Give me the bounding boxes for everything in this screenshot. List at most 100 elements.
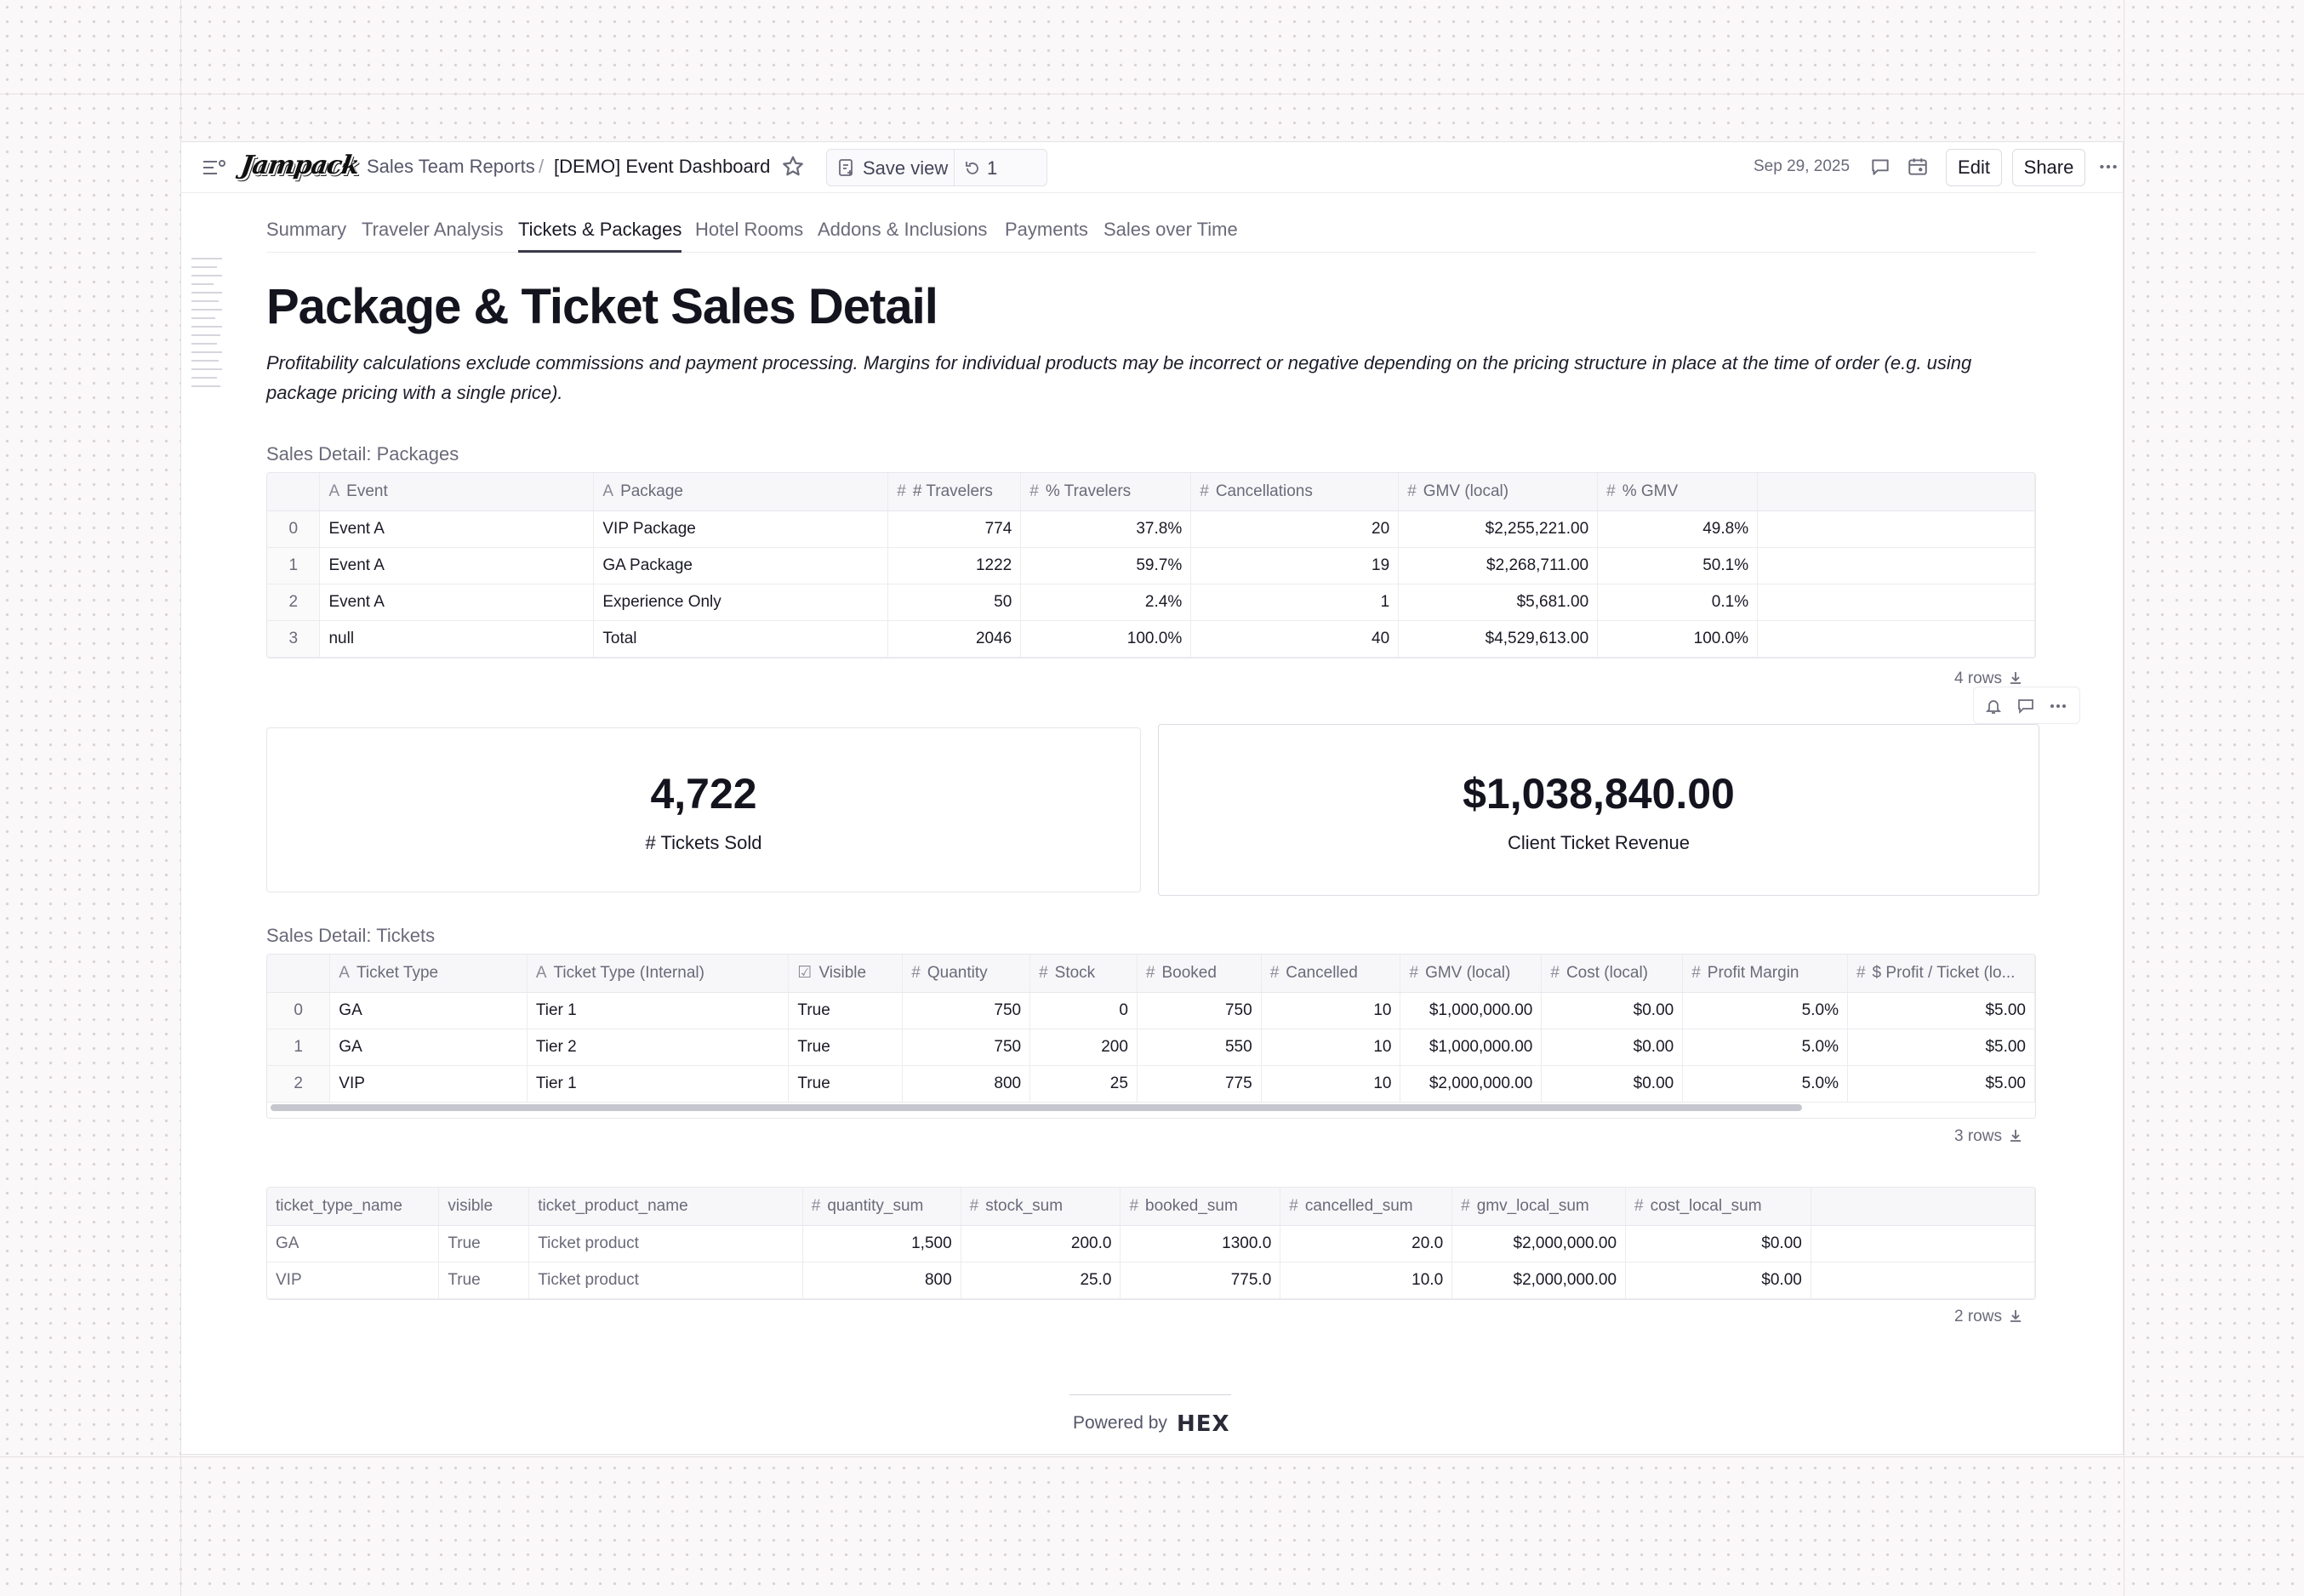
packages-row-count[interactable]: 4 rows — [1954, 670, 2024, 688]
column-header[interactable]: # $ Profit / Ticket (lo... — [1847, 955, 2035, 993]
tab-payments[interactable]: Payments — [1005, 219, 1088, 240]
save-view-button[interactable]: Save view — [827, 150, 955, 185]
column-header[interactable]: # Stock — [1029, 955, 1138, 993]
table-cell: 1,500 — [802, 1225, 961, 1263]
horizontal-scrollbar[interactable] — [271, 1104, 1802, 1111]
column-header[interactable]: # Cancellations — [1190, 473, 1400, 511]
column-header[interactable]: # booked_sum — [1120, 1188, 1281, 1226]
number-type-icon: # — [911, 963, 921, 982]
column-header[interactable]: # Cost (local) — [1541, 955, 1684, 993]
breadcrumb-root[interactable]: Sales Team Reports — [367, 156, 535, 177]
table-row[interactable]: 2 VIP Tier 1 True 800 25 775 10 $2,000,000.00 $0.… — [267, 1065, 2035, 1103]
column-header[interactable]: # Profit Margin — [1682, 955, 1848, 993]
table-cell: 775.0 — [1120, 1262, 1281, 1299]
number-type-icon: # — [1550, 963, 1560, 982]
tab-sales-over-time[interactable]: Sales over Time — [1104, 219, 1238, 240]
table-cell: $0.00 — [1541, 1029, 1684, 1066]
tab-tickets-packages[interactable]: Tickets & Packages — [518, 219, 682, 253]
bell-icon[interactable] — [1984, 697, 2003, 715]
summary-row-count[interactable]: 2 rows — [1954, 1308, 2024, 1326]
column-header[interactable]: # Quantity — [902, 955, 1031, 993]
table-row[interactable]: 0 Event A VIP Package 774 37.8% 20 $2,255,221.… — [267, 510, 2035, 548]
column-header[interactable]: # # Travelers — [887, 473, 1022, 511]
table-cell: GA — [267, 1225, 440, 1263]
more-options-icon[interactable] — [2049, 697, 2067, 715]
packages-grid: A Event A Package # # Travelers # % Travelers # C… — [267, 473, 2035, 658]
star-icon[interactable] — [780, 154, 806, 180]
download-icon[interactable] — [2007, 1127, 2024, 1144]
table-row[interactable]: 3 null Total 2046 100.0% 40 $4,529,613.00 100.0… — [267, 620, 2035, 658]
download-icon[interactable] — [2007, 670, 2024, 687]
summary-body: GA True Ticket product 1,500 200.0 1300.0 20.0… — [267, 1225, 2035, 1299]
column-header[interactable]: # GMV (local) — [1400, 955, 1543, 993]
tab-traveler-analysis[interactable]: Traveler Analysis — [362, 219, 504, 240]
number-type-icon: # — [1029, 482, 1039, 500]
sidebar-menu-icon[interactable] — [202, 157, 227, 178]
tickets-row-count[interactable]: 3 rows — [1954, 1127, 2024, 1146]
column-header[interactable]: A Ticket Type — [329, 955, 528, 993]
column-header[interactable]: # Booked — [1137, 955, 1262, 993]
column-header[interactable]: # gmv_local_sum — [1451, 1188, 1627, 1226]
table-row[interactable]: 1 Event A GA Package 1222 59.7% 19 $2,268,711.… — [267, 547, 2035, 584]
download-icon[interactable] — [2007, 1308, 2024, 1325]
column-header[interactable]: ticket_type_name — [267, 1188, 440, 1226]
table-row[interactable]: 1 GA Tier 2 True 750 200 550 10 $1,000,000.00 $0.… — [267, 1029, 2035, 1066]
more-options-icon[interactable] — [2097, 156, 2119, 178]
table-cell: 50 — [887, 584, 1022, 621]
save-view-label: Save view — [863, 157, 949, 179]
breadcrumb-title[interactable]: [DEMO] Event Dashboard — [554, 156, 771, 177]
empty-cell — [1811, 1225, 2035, 1263]
column-header[interactable]: A Event — [319, 473, 595, 511]
comment-icon[interactable] — [1869, 156, 1891, 178]
table-row[interactable]: VIP True Ticket product 800 25.0 775.0 10.0 $2,… — [267, 1262, 2035, 1299]
table-row[interactable]: 2 Event A Experience Only 50 2.4% 1 $5,681.00 0… — [267, 584, 2035, 621]
column-header[interactable]: # GMV (local) — [1398, 473, 1599, 511]
column-header[interactable]: # % GMV — [1597, 473, 1759, 511]
table-of-contents-outline[interactable] — [191, 258, 225, 402]
table-cell: Event A — [319, 510, 595, 548]
row-index: 3 — [267, 620, 321, 658]
column-header[interactable]: # quantity_sum — [802, 1188, 961, 1226]
column-header[interactable]: # stock_sum — [961, 1188, 1121, 1226]
edit-button[interactable]: Edit — [1946, 149, 2002, 186]
table-row[interactable]: GA True Ticket product 1,500 200.0 1300.0 20.0… — [267, 1225, 2035, 1263]
column-header[interactable]: ☑ Visible — [788, 955, 904, 993]
row-index: 1 — [267, 1029, 331, 1066]
packages-section-label: Sales Detail: Packages — [266, 443, 459, 465]
table-cell: 25 — [1029, 1065, 1138, 1103]
client-ticket-revenue-card[interactable]: $1,038,840.00 Client Ticket Revenue — [1158, 724, 2039, 896]
tab-summary[interactable]: Summary — [266, 219, 347, 240]
tickets-header-row: A Ticket Type A Ticket Type (Internal) ☑ Visi… — [267, 955, 2035, 993]
column-header[interactable]: # Cancelled — [1261, 955, 1401, 993]
revision-count[interactable]: 1 — [987, 157, 998, 179]
table-cell: 800 — [902, 1065, 1031, 1103]
column-header[interactable]: A Package — [593, 473, 889, 511]
table-cell: 774 — [887, 510, 1022, 548]
table-cell: $5.00 — [1847, 992, 2035, 1029]
column-header[interactable]: # cost_local_sum — [1625, 1188, 1811, 1226]
column-header-label: stock_sum — [985, 1196, 1064, 1215]
column-header[interactable]: ticket_product_name — [528, 1188, 803, 1226]
column-header-label: visible — [448, 1196, 493, 1215]
table-cell: True — [788, 1065, 904, 1103]
tab-hotel-rooms[interactable]: Hotel Rooms — [695, 219, 804, 240]
comment-icon[interactable] — [2016, 697, 2035, 715]
history-icon[interactable] — [963, 159, 982, 178]
table-cell: 49.8% — [1597, 510, 1759, 548]
table-cell: $5.00 — [1847, 1029, 2035, 1066]
table-cell: Total — [593, 620, 889, 658]
table-cell: VIP Package — [593, 510, 889, 548]
tab-addons-inclusions[interactable]: Addons & Inclusions — [818, 219, 988, 240]
empty-cell — [1757, 510, 2035, 548]
report-date: Sep 29, 2025 — [1754, 157, 1851, 175]
table-row[interactable]: 0 GA Tier 1 True 750 0 750 10 $1,000,000.00 $0.00… — [267, 992, 2035, 1029]
hex-logo[interactable]: HEX — [1177, 1411, 1230, 1437]
column-header[interactable]: # % Travelers — [1020, 473, 1192, 511]
column-header[interactable]: A Ticket Type (Internal) — [527, 955, 790, 993]
table-cell: 20 — [1190, 510, 1400, 548]
schedule-icon[interactable] — [1907, 156, 1929, 178]
column-header[interactable]: # cancelled_sum — [1280, 1188, 1453, 1226]
share-button[interactable]: Share — [2012, 149, 2085, 186]
number-type-icon: # — [1409, 963, 1419, 982]
column-header[interactable]: visible — [438, 1188, 530, 1226]
